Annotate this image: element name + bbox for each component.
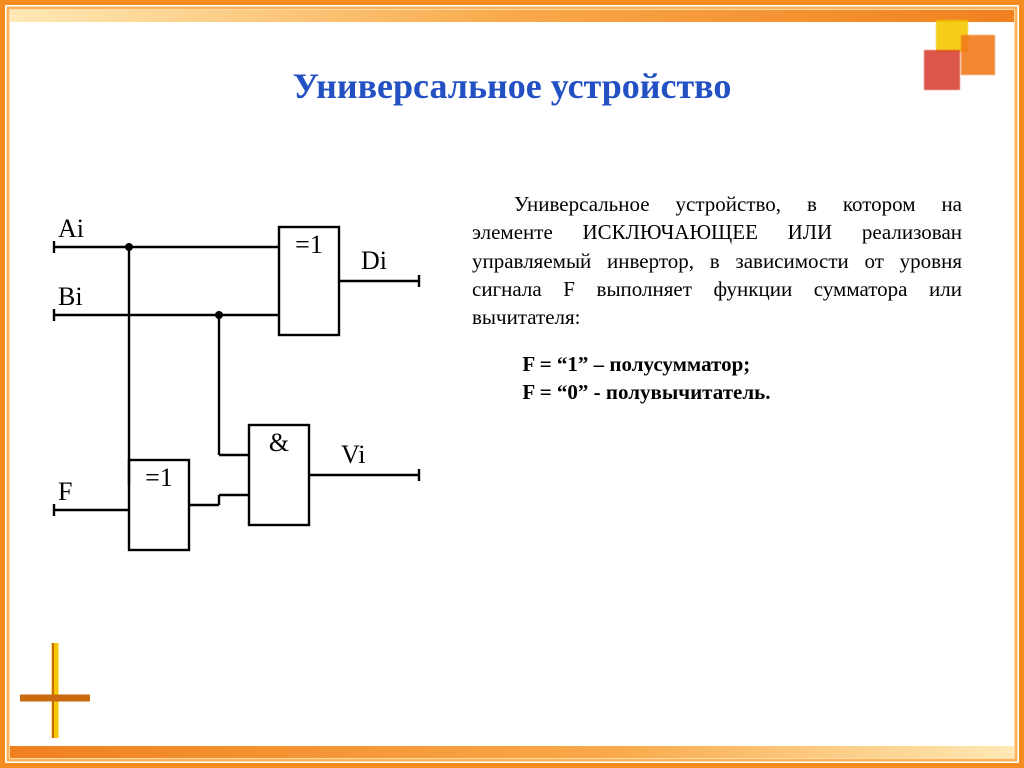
svg-text:F: F (58, 477, 72, 506)
svg-text:Vi: Vi (341, 440, 365, 469)
logic-circuit-diagram: =1 =1 & Ai Bi F Di Vi (34, 205, 434, 565)
svg-text:Di: Di (361, 246, 387, 275)
formula-1: F = “1” – полусумматор; (522, 350, 962, 378)
slide-title: Универсальное устройство (0, 65, 1024, 107)
svg-text:=1: =1 (145, 463, 173, 492)
svg-text:Bi: Bi (58, 282, 83, 311)
description-paragraph: Универсальное устройство, в котором на э… (472, 190, 962, 332)
circuit-svg: =1 =1 & Ai Bi F Di Vi (34, 205, 434, 565)
formula-2: F = “0” - полувычитатель. (522, 378, 962, 406)
svg-text:&: & (269, 428, 289, 457)
formula-block: F = “1” – полусумматор; F = “0” - полувы… (522, 350, 962, 407)
svg-text:Ai: Ai (58, 214, 84, 243)
accent-bottom-left (20, 643, 90, 738)
description-block: Универсальное устройство, в котором на э… (472, 190, 962, 406)
svg-text:=1: =1 (295, 230, 323, 259)
